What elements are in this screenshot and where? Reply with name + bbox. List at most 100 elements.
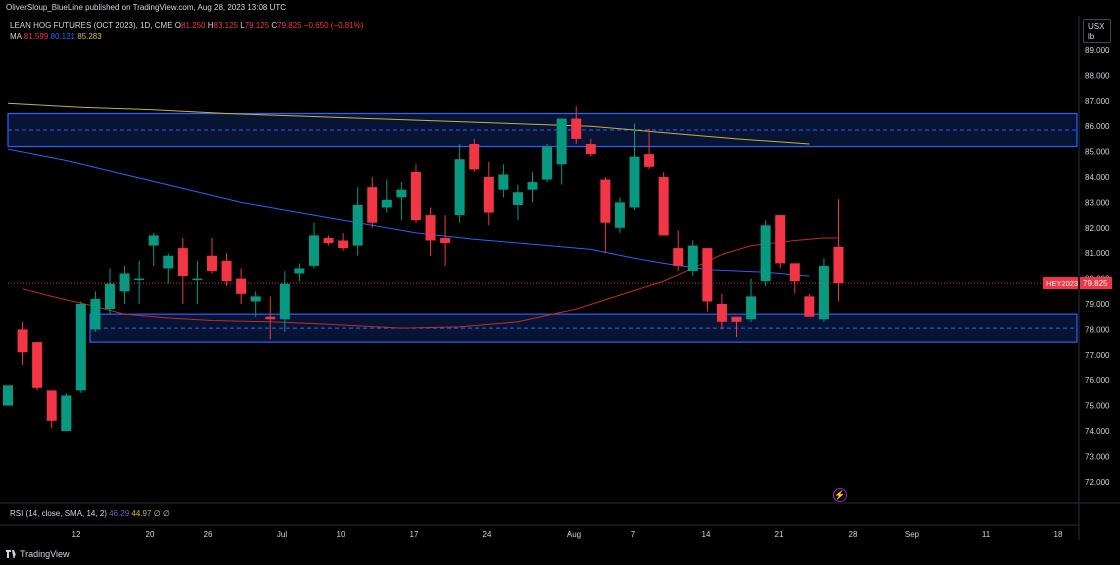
x-tick-label: 18 <box>1054 530 1063 539</box>
rsi-value-4: ∅ <box>162 509 170 518</box>
candle-body <box>804 296 815 317</box>
candle-body <box>760 225 771 282</box>
candle-body <box>250 296 261 302</box>
close-value: 79.825 <box>277 21 302 30</box>
candle-body <box>818 265 829 320</box>
ma2-value: 80.121 <box>50 32 75 41</box>
x-tick-label: 14 <box>702 530 711 539</box>
y-tick-label: 83.000 <box>1085 198 1110 207</box>
currency-unit: USX <box>1088 22 1105 31</box>
candle-body <box>731 316 742 322</box>
y-tick-label: 72.000 <box>1085 478 1110 487</box>
price-tag-box <box>1080 277 1112 290</box>
publish-text: OliverSloup_BlueLine published on Tradin… <box>6 3 287 12</box>
candle-body <box>90 298 101 330</box>
x-tick-label: 21 <box>775 530 784 539</box>
candle-body <box>425 215 436 241</box>
candle-body <box>192 278 203 281</box>
x-tick-label: 24 <box>483 530 492 539</box>
high-value: 83.125 <box>213 21 238 30</box>
candle-body <box>338 240 349 249</box>
candle-body <box>3 385 13 406</box>
candle-body <box>498 174 509 190</box>
candle-body <box>644 154 655 167</box>
candle-body <box>61 395 72 431</box>
candle-body <box>542 146 553 180</box>
y-tick-label: 84.000 <box>1085 173 1110 182</box>
candle-body <box>571 118 582 139</box>
y-tick-label: 78.000 <box>1085 325 1110 334</box>
ma-yellow-line <box>7 102 810 145</box>
x-tick-label: Aug <box>567 530 581 539</box>
symbol-tag-text: HEY2023 <box>1046 279 1078 288</box>
candle-body <box>746 296 757 320</box>
rsi-value-2: 44.97 <box>131 509 152 518</box>
y-tick-label: 85.000 <box>1085 148 1110 157</box>
candle-body <box>177 248 188 277</box>
candle-body <box>629 156 640 208</box>
candle-body <box>527 182 538 190</box>
zones-layer <box>7 112 1078 343</box>
candle-body <box>833 246 844 284</box>
candles-layer <box>3 105 844 431</box>
y-tick-label: 81.000 <box>1085 249 1110 258</box>
candle-body <box>789 263 800 282</box>
candle-body <box>673 248 684 266</box>
chart-legend: LEAN HOG FUTURES (OCT 2023), 1D, CME O81… <box>10 21 364 41</box>
y-tick-label: 73.000 <box>1085 452 1110 461</box>
candle-body <box>469 143 480 170</box>
candle-body <box>556 118 567 165</box>
candle-body <box>46 390 57 421</box>
lightning-icon[interactable]: ⚡ <box>833 488 847 502</box>
candle-body <box>163 255 174 269</box>
x-tick-label: Jul <box>277 530 287 539</box>
y-tick-label: 88.000 <box>1085 71 1110 80</box>
candle-body <box>352 204 363 246</box>
ma3-value: 85.283 <box>77 32 102 41</box>
candle-body <box>600 179 611 223</box>
candle-body <box>279 283 290 320</box>
rsi-legend: RSI (14, close, SMA, 14, 2) 46.29 44.97 … <box>10 509 170 518</box>
candle-body <box>308 235 319 266</box>
y-tick-label: 87.000 <box>1085 97 1110 106</box>
candle-body <box>585 143 596 155</box>
x-tick-label: Sep <box>905 530 920 539</box>
rsi-title: RSI (14, close, SMA, 14, 2) <box>10 509 107 518</box>
ma1-value: 81.599 <box>23 32 49 41</box>
candle-body <box>396 189 407 198</box>
tradingview-footer: TradingView <box>6 549 70 559</box>
candle-body <box>483 177 494 213</box>
candle-body <box>658 177 669 236</box>
x-tick-label: 11 <box>982 530 991 539</box>
symbol-tag-box <box>1043 277 1078 290</box>
y-tick-label: 82.000 <box>1085 224 1110 233</box>
y-tick-label: 76.000 <box>1085 376 1110 385</box>
candle-body <box>614 202 625 228</box>
symbol-title: LEAN HOG FUTURES (OCT 2023), 1D, CME <box>10 21 173 30</box>
currency-subunit: lb <box>1088 32 1095 41</box>
candle-body <box>367 187 378 223</box>
currency-unit-button[interactable]: USX lb <box>1083 19 1111 43</box>
x-tick-label: 20 <box>146 530 155 539</box>
candle-body <box>381 199 392 208</box>
candle-body <box>512 192 523 205</box>
price-tag-text: 79.825 <box>1083 279 1108 288</box>
candle-body <box>716 304 727 322</box>
candle-body <box>206 255 217 271</box>
candle-body <box>221 260 232 282</box>
candle-body <box>687 245 698 271</box>
y-tick-label: 74.000 <box>1085 427 1110 436</box>
ma-label: MA <box>10 32 22 41</box>
ma-red-line <box>22 237 839 329</box>
x-tick-label: 28 <box>849 530 858 539</box>
y-tick-label: 86.000 <box>1085 122 1110 131</box>
y-tick-label: 75.000 <box>1085 402 1110 411</box>
y-tick-label: 77.000 <box>1085 351 1110 360</box>
rsi-value-3: ∅ <box>153 509 161 518</box>
candle-body <box>323 237 334 244</box>
candle-body <box>17 329 28 353</box>
candle-body <box>148 235 159 246</box>
candle-body <box>265 316 276 320</box>
candle-body <box>702 248 713 302</box>
